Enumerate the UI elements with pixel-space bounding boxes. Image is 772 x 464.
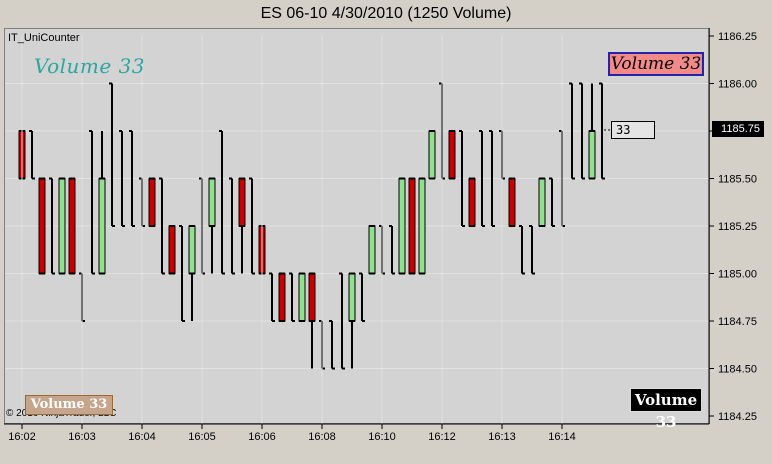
x-axis-tick-label: 16:13 [488,431,516,443]
price-bar [38,178,46,274]
price-bar [448,130,456,179]
y-axis-tick-label: 1186.00 [718,79,757,91]
chart-title: ES 06-10 4/30/2010 (1250 Volume) [260,5,512,22]
y-axis-tick-label: 1184.50 [718,364,757,376]
price-bar [58,178,66,274]
volume-counter-red-box: Volume 33 [608,52,704,76]
y-axis-tick-label: 1184.75 [718,316,757,328]
price-bar [208,178,216,227]
x-axis-tick-label: 16:10 [368,431,396,443]
price-bar [68,178,76,274]
y-axis-tick-label: 1185.50 [718,174,757,186]
x-axis-tick-label: 16:08 [308,431,336,443]
price-bar [468,178,476,227]
volume-counter-teal: Volume 33 [34,54,146,78]
x-axis-tick-label: 16:05 [188,431,216,443]
y-axis-tick-label: 1185.25 [718,221,757,233]
price-bar [238,178,246,227]
x-axis-tick-label: 16:03 [68,431,96,443]
price-bar [508,178,516,227]
price-bar [408,178,416,274]
volume-counter-black-box: Volume 33 [630,388,702,431]
price-bar [298,273,306,322]
price-bar [588,130,596,179]
price-bar [188,225,196,274]
price-bar [98,178,106,274]
last-price-marker: 1185.75 [712,121,764,137]
indicator-name: IT_UniCounter [8,32,80,44]
x-axis-tick-label: 16:14 [548,431,576,443]
price-bar [398,178,406,274]
price-bar [168,225,176,274]
y-axis-tick-label: 1186.25 [718,31,757,43]
price-bar [428,130,436,179]
bar-count-box: 33 [611,121,655,139]
price-bar [368,225,376,274]
volume-counter-brown-box: Volume 33 [25,395,113,415]
price-bar [278,273,286,322]
x-axis-tick-label: 16:02 [8,431,36,443]
x-axis-tick-label: 16:06 [248,431,276,443]
price-bar [418,178,426,274]
price-bar [148,178,156,227]
x-axis-tick-label: 16:12 [428,431,456,443]
y-axis-tick-label: 1185.00 [718,269,757,281]
price-bar [348,273,356,322]
y-axis-tick-label: 1184.25 [718,411,757,423]
x-axis-tick-label: 16:04 [128,431,156,443]
price-bar [308,273,316,322]
price-bar [538,178,546,227]
